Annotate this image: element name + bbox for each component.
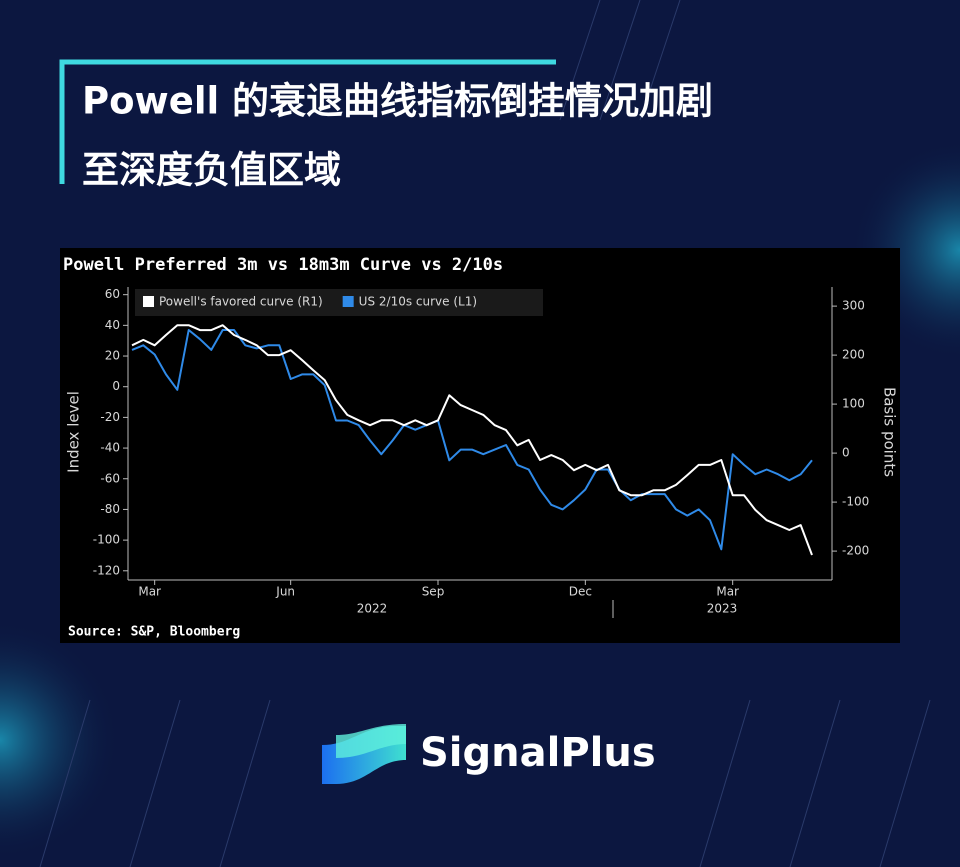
logo — [322, 724, 406, 784]
y-axis-label: Index level — [65, 391, 83, 473]
y-tick-label: 20 — [105, 349, 120, 363]
headline: 至深度负值区域 — [82, 149, 341, 192]
y-tick-label: 60 — [105, 287, 120, 301]
y2-tick-label: 0 — [842, 446, 850, 460]
y2-tick-label: 200 — [842, 348, 865, 362]
glow — [0, 620, 120, 860]
year-label: 2022 — [357, 602, 388, 616]
legend-box — [135, 289, 543, 316]
series-line — [131, 324, 813, 556]
y2-axis-label: Basis points — [881, 387, 899, 477]
y-tick-label: 0 — [112, 379, 120, 393]
series-line — [131, 329, 813, 551]
y2-tick-label: -200 — [842, 544, 869, 558]
year-label: 2023 — [707, 602, 738, 616]
axes — [127, 287, 833, 618]
x-tick-label: Sep — [422, 585, 445, 599]
legend-label: US 2/10s curve (L1) — [359, 295, 477, 309]
x-tick-label: Mar — [138, 585, 161, 599]
chart-title: Powell Preferred 3m vs 18m3m Curve vs 2/… — [63, 255, 503, 275]
y2-tick-label: 300 — [842, 299, 865, 313]
headline: Powell 的衰退曲线指标倒挂情况加剧 — [82, 80, 713, 123]
y-tick-label: -80 — [100, 502, 120, 516]
y2-tick-label: 100 — [842, 397, 865, 411]
decor-lines — [39, 0, 931, 867]
y-tick-label: -20 — [100, 410, 120, 424]
y-tick-label: -40 — [100, 441, 120, 455]
x-tick-label: Jun — [275, 585, 295, 599]
plot: 6040200-20-40-60-80-100-1203002001000-10… — [93, 287, 869, 615]
y-tick-label: -120 — [93, 563, 120, 577]
y2-tick-label: -100 — [842, 495, 869, 509]
legend-swatch — [342, 296, 354, 307]
x-tick-label: Dec — [569, 585, 592, 599]
legend-swatch — [143, 296, 154, 307]
y-tick-label: -100 — [93, 533, 120, 547]
x-tick-label: Mar — [716, 585, 739, 599]
title-bracket — [59, 59, 556, 184]
y-tick-label: 40 — [105, 318, 120, 332]
source: Source: S&P, Bloomberg — [68, 625, 240, 640]
legend-label: Powell's favored curve (R1) — [159, 295, 323, 309]
brand: SignalPlus — [420, 730, 656, 776]
y-tick-label: -60 — [100, 471, 120, 485]
